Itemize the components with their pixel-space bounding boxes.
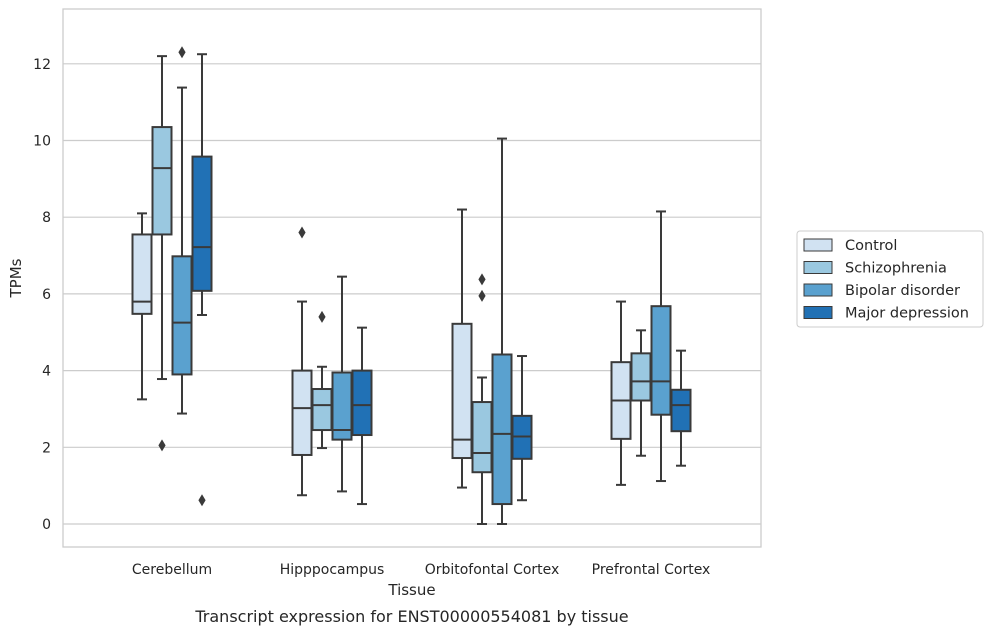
- box-element: [511, 355, 533, 502]
- y-tick-label: 0: [42, 517, 51, 533]
- legend-swatch: [803, 283, 833, 297]
- box-iqr: [171, 255, 193, 376]
- box-element: [670, 349, 692, 467]
- box-iqr: [131, 233, 153, 315]
- box-element: [630, 329, 652, 457]
- x-tick-label: Prefrontal Cortex: [592, 562, 711, 578]
- x-tick-label: Hipppocampus: [280, 562, 385, 578]
- x-axis-label: Tissue: [387, 581, 435, 599]
- x-tick-label: Cerebellum: [132, 562, 212, 578]
- y-tick-label: 6: [42, 287, 51, 303]
- box-element: [151, 55, 173, 452]
- outlier-point: [178, 46, 186, 59]
- box-element: [191, 53, 213, 507]
- legend: Control Schizophrenia Bipolar disorder Majo…: [796, 230, 984, 328]
- y-tick-label: 10: [33, 134, 51, 150]
- box-element: [351, 326, 373, 506]
- legend-entries: Control Schizophrenia Bipolar disorder Majo…: [803, 238, 969, 322]
- box-iqr: [491, 353, 513, 506]
- series-schizophrenia: [151, 55, 652, 525]
- box-iqr: [151, 126, 173, 236]
- box-iqr: [191, 155, 213, 292]
- plot-frame: [62, 8, 762, 548]
- box-element: [650, 210, 672, 483]
- outlier-point: [298, 226, 306, 239]
- y-tick-label: 4: [42, 364, 51, 380]
- outlier-point: [478, 273, 486, 286]
- legend-swatch: [803, 238, 833, 252]
- box-iqr: [291, 369, 313, 456]
- y-axis-ticks: 0 2 4 6 8 10 12: [33, 57, 51, 533]
- box-element: [171, 46, 193, 415]
- box-iqr: [630, 352, 652, 402]
- box-element: [131, 212, 153, 401]
- legend-label: Control: [845, 238, 897, 254]
- box-iqr: [650, 305, 672, 416]
- legend-label: Schizophrenia: [845, 261, 947, 277]
- box-element: [471, 273, 493, 525]
- x-axis-ticks: Cerebellum Hipppocampus Orbitofontal Corte…: [132, 562, 710, 578]
- box-element: [291, 226, 313, 497]
- box-series: [131, 46, 692, 525]
- legend-frame: [796, 230, 984, 328]
- box-iqr: [670, 388, 692, 433]
- box-element: [331, 275, 353, 493]
- legend-label: Bipolar disorder: [845, 283, 960, 299]
- y-tick-label: 12: [33, 57, 51, 73]
- legend-swatch: [803, 261, 833, 274]
- box-iqr: [311, 388, 333, 432]
- box-iqr: [471, 401, 493, 474]
- chart-caption: Transcript expression for ENST0000055408…: [194, 607, 628, 626]
- outlier-point: [318, 310, 326, 323]
- y-axis-label: TPMs: [7, 258, 25, 298]
- y-tick-label: 2: [42, 440, 51, 456]
- outlier-point: [478, 289, 486, 302]
- outlier-point: [198, 494, 206, 507]
- x-tick-label: Orbitofontal Cortex: [425, 562, 560, 578]
- box-element: [451, 208, 473, 489]
- outlier-point: [158, 439, 166, 452]
- y-tick-label: 8: [42, 210, 51, 226]
- plot-background: [63, 9, 761, 547]
- series-major-depression: [191, 53, 692, 507]
- box-iqr: [351, 369, 373, 437]
- legend-swatch: [803, 306, 833, 319]
- box-iqr: [451, 322, 473, 460]
- legend-label: Major depression: [845, 306, 969, 322]
